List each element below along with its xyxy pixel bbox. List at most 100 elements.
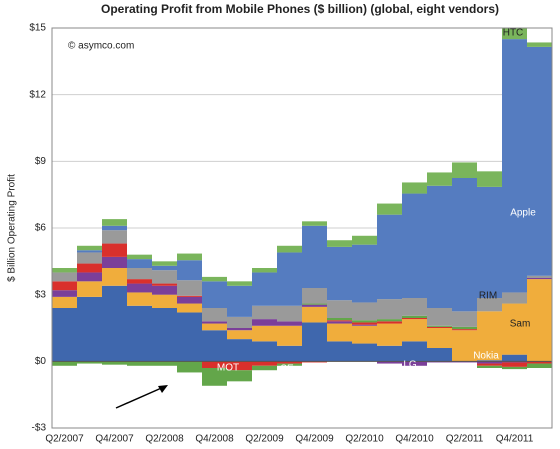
bar-segment	[502, 354, 527, 362]
bar-segment	[527, 279, 552, 362]
bar-segment	[352, 302, 377, 321]
bar-segment	[227, 370, 252, 382]
plot	[52, 27, 552, 429]
bar-segment	[152, 285, 177, 295]
bar-segment	[77, 245, 102, 251]
bar-segment	[77, 250, 102, 253]
y-axis-label: $ Billion Operating Profit	[7, 174, 18, 282]
bar-segment	[452, 178, 477, 312]
x-tick-label: Q4/2008	[195, 434, 234, 445]
bar-segment	[427, 328, 452, 348]
y-tick-label: $3	[35, 289, 47, 300]
series-label: Apple	[510, 208, 536, 219]
bar-segment	[452, 329, 477, 331]
bar-segment	[377, 203, 402, 215]
x-tick-label: Q2/2007	[45, 434, 84, 445]
bar-segment	[102, 285, 127, 362]
bar-segment	[402, 341, 427, 362]
bar-segment	[252, 325, 277, 342]
bar-segment	[277, 252, 302, 306]
bar-segment	[127, 279, 152, 284]
bar-segment	[127, 254, 152, 260]
bar-segment	[477, 311, 502, 361]
bar-segment	[402, 315, 427, 318]
bar-segment	[527, 46, 552, 276]
bar-segment	[327, 246, 352, 301]
bar-segment	[177, 361, 202, 373]
bar-segment	[502, 366, 527, 370]
bar-segment	[452, 162, 477, 178]
bar-segment	[477, 361, 502, 364]
bar-segment	[427, 325, 452, 327]
bar-segment	[227, 330, 252, 340]
bar-segment	[427, 185, 452, 308]
x-tick-label: Q4/2010	[395, 434, 434, 445]
bar-segment	[352, 235, 377, 245]
bar-segment	[177, 253, 202, 261]
bar-segment	[527, 42, 552, 47]
bar-segment	[127, 268, 152, 280]
series-label: Nokia	[473, 351, 499, 362]
bar-segment	[252, 272, 277, 306]
bar-segment	[177, 303, 202, 313]
series-label: MOT	[217, 363, 239, 374]
bar-segment	[352, 343, 377, 362]
x-tick-label: Q2/2009	[245, 434, 284, 445]
bar-segment	[427, 348, 452, 362]
bar-segment	[302, 303, 327, 305]
bar-segment	[277, 245, 302, 253]
bar-segment	[252, 341, 277, 362]
bar-segment	[377, 321, 402, 324]
bar-segment	[227, 281, 252, 286]
bar-segment	[102, 225, 127, 231]
bar-segment	[302, 288, 327, 304]
bar-segment	[502, 361, 527, 363]
bar-segment	[77, 263, 102, 273]
bar-segment	[102, 219, 127, 226]
bar-segment	[252, 365, 277, 371]
series-label: RIM	[479, 291, 497, 302]
x-tick-label: Q2/2010	[345, 434, 384, 445]
bar-segment	[527, 275, 552, 278]
x-tick-label: Q4/2007	[95, 434, 134, 445]
annotation: © asymco.com	[68, 41, 134, 52]
bar-segment	[352, 322, 377, 325]
bar-segment	[477, 171, 502, 187]
bar-segment	[152, 265, 177, 271]
bar-segment	[377, 345, 402, 362]
bar-segment	[52, 296, 77, 308]
chart-title: Operating Profit from Mobile Phones ($ b…	[101, 2, 499, 16]
bar-segment	[502, 303, 527, 355]
bar-segment	[402, 318, 427, 320]
bar-segment	[402, 298, 427, 316]
bar-segment	[227, 339, 252, 362]
bar-segment	[477, 298, 502, 312]
bar-segment	[202, 276, 227, 282]
series-label: Sam	[510, 319, 531, 330]
x-tick-label: Q4/2009	[295, 434, 334, 445]
bar-segment	[77, 252, 102, 264]
bar-segment	[502, 292, 527, 304]
bar-segment	[252, 319, 277, 326]
bar-segment	[102, 361, 127, 365]
bar-segment	[302, 306, 327, 323]
bar-segment	[177, 295, 202, 297]
bar-segment	[452, 361, 477, 363]
bar-segment	[177, 312, 202, 362]
bar-segment	[427, 326, 452, 328]
bar-segment	[452, 326, 477, 330]
y-tick-label: $6	[35, 223, 47, 234]
bar-segment	[302, 361, 327, 363]
x-tick-label: Q2/2011	[446, 434, 484, 445]
bar-segment	[327, 318, 352, 321]
bar-segment	[327, 323, 352, 342]
bar-segment	[227, 328, 252, 331]
bar-segment	[402, 319, 427, 342]
bar-segment	[302, 322, 327, 362]
bar-segment	[327, 321, 352, 324]
bar-segment	[402, 182, 427, 194]
bar-segment	[352, 320, 377, 323]
bar-segment	[202, 361, 227, 368]
bar-segment	[302, 304, 327, 307]
